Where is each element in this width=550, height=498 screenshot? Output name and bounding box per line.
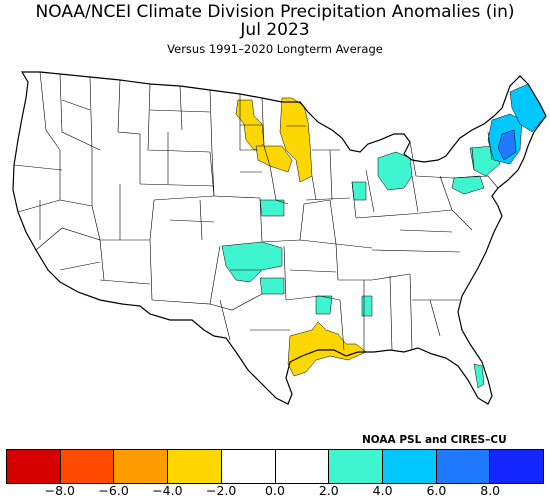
division-boundary bbox=[487, 131, 493, 161]
legend-tick-label: −8.0 bbox=[44, 483, 75, 498]
legend-swatch bbox=[60, 450, 115, 483]
division-boundary bbox=[329, 199, 339, 281]
division-boundary bbox=[17, 199, 61, 213]
wet-region-pennsylvania bbox=[451, 175, 485, 195]
division-boundary bbox=[147, 83, 211, 153]
division-boundary bbox=[399, 229, 453, 233]
division-boundary bbox=[285, 295, 341, 301]
division-boundary bbox=[209, 89, 215, 197]
division-boundary bbox=[471, 147, 475, 171]
division-boundary bbox=[305, 197, 351, 201]
map-title: NOAA/NCEI Climate Division Precipitation… bbox=[35, 2, 515, 22]
wet-region-nebraska bbox=[259, 199, 285, 217]
division-boundary bbox=[39, 71, 61, 151]
division-boundary bbox=[209, 293, 263, 311]
division-boundary bbox=[209, 151, 263, 243]
credit-label: NOAA PSL and CIRES–CU bbox=[362, 434, 507, 446]
division-boundary bbox=[179, 85, 183, 131]
division-boundary bbox=[439, 175, 473, 231]
division-boundary bbox=[89, 76, 93, 151]
division-boundary bbox=[139, 183, 215, 187]
legend-tick-label: 6.0 bbox=[426, 483, 447, 498]
wet-region-vermont bbox=[497, 129, 517, 161]
division-boundary bbox=[59, 261, 101, 271]
division-boundary bbox=[169, 219, 215, 223]
dry-region-gulf-coast bbox=[287, 321, 367, 377]
wet-region-kansas bbox=[221, 241, 283, 283]
division-boundary bbox=[261, 239, 337, 245]
us-climate-division-map bbox=[12, 71, 547, 405]
division-boundary bbox=[329, 149, 333, 201]
legend-tick-label: 0.0 bbox=[265, 483, 285, 498]
division-boundary bbox=[389, 275, 393, 351]
division-boundary bbox=[338, 273, 411, 281]
wet-region-florida bbox=[473, 363, 485, 389]
division-boundary bbox=[335, 243, 373, 249]
division-boundary bbox=[239, 94, 258, 151]
division-boundary bbox=[117, 79, 141, 184]
division-boundary bbox=[35, 227, 105, 281]
legend-tick-label: 2.0 bbox=[318, 483, 339, 498]
legend-swatch bbox=[490, 450, 545, 483]
division-boundary bbox=[355, 209, 453, 219]
division-boundary bbox=[151, 245, 221, 305]
legend-swatch bbox=[114, 450, 169, 483]
legend-swatch bbox=[6, 450, 61, 483]
map-period: Jul 2023 bbox=[240, 20, 310, 40]
legend-swatch bbox=[275, 450, 330, 483]
legend-tick-label: −4.0 bbox=[152, 483, 183, 498]
division-boundary bbox=[13, 164, 63, 171]
division-boundary bbox=[351, 181, 357, 219]
division-boundary bbox=[451, 175, 499, 189]
division-grid bbox=[13, 71, 499, 352]
division-boundary bbox=[219, 299, 231, 341]
division-boundary bbox=[149, 195, 215, 241]
division-boundary bbox=[409, 141, 453, 179]
division-boundary bbox=[339, 299, 345, 351]
division-boundary bbox=[149, 109, 211, 113]
legend-swatch bbox=[168, 450, 222, 483]
division-boundary bbox=[59, 150, 93, 207]
division-boundary bbox=[365, 169, 375, 213]
division-boundary bbox=[311, 175, 317, 201]
division-boundary bbox=[59, 73, 101, 151]
division-boundary bbox=[100, 239, 153, 301]
division-boundary bbox=[409, 273, 413, 351]
division-boundary bbox=[261, 97, 289, 205]
division-boundary bbox=[299, 199, 331, 241]
legend-tick-label: 8.0 bbox=[480, 483, 501, 498]
dry-region-south-dakota bbox=[255, 145, 293, 173]
legend-swatch bbox=[221, 450, 276, 483]
division-boundary bbox=[289, 269, 337, 273]
wet-region-oklahoma bbox=[259, 277, 285, 295]
wet-region-arkansas bbox=[315, 295, 333, 315]
anomaly-regions bbox=[221, 83, 547, 389]
legend-swatch bbox=[382, 450, 437, 483]
division-boundary bbox=[411, 175, 419, 213]
color-legend bbox=[6, 449, 545, 484]
division-boundary bbox=[99, 279, 151, 285]
division-boundary bbox=[283, 245, 287, 301]
division-boundary bbox=[199, 199, 203, 241]
division-boundary bbox=[61, 99, 91, 111]
legend-tick-label: −6.0 bbox=[98, 483, 129, 498]
map-subtitle: Versus 1991–2020 Longterm Average bbox=[167, 42, 383, 56]
wet-region-mississippi bbox=[361, 295, 373, 317]
legend-swatch bbox=[329, 450, 383, 483]
wet-region-michigan bbox=[377, 151, 413, 191]
division-boundary bbox=[429, 299, 441, 337]
us-outline bbox=[12, 71, 547, 405]
division-boundary bbox=[371, 249, 461, 253]
division-boundary bbox=[91, 150, 101, 241]
legend-tick-label: 4.0 bbox=[372, 483, 393, 498]
legend-swatch bbox=[436, 450, 491, 483]
legend-tick-label: −2.0 bbox=[206, 483, 237, 498]
wet-region-illinois bbox=[351, 181, 367, 201]
